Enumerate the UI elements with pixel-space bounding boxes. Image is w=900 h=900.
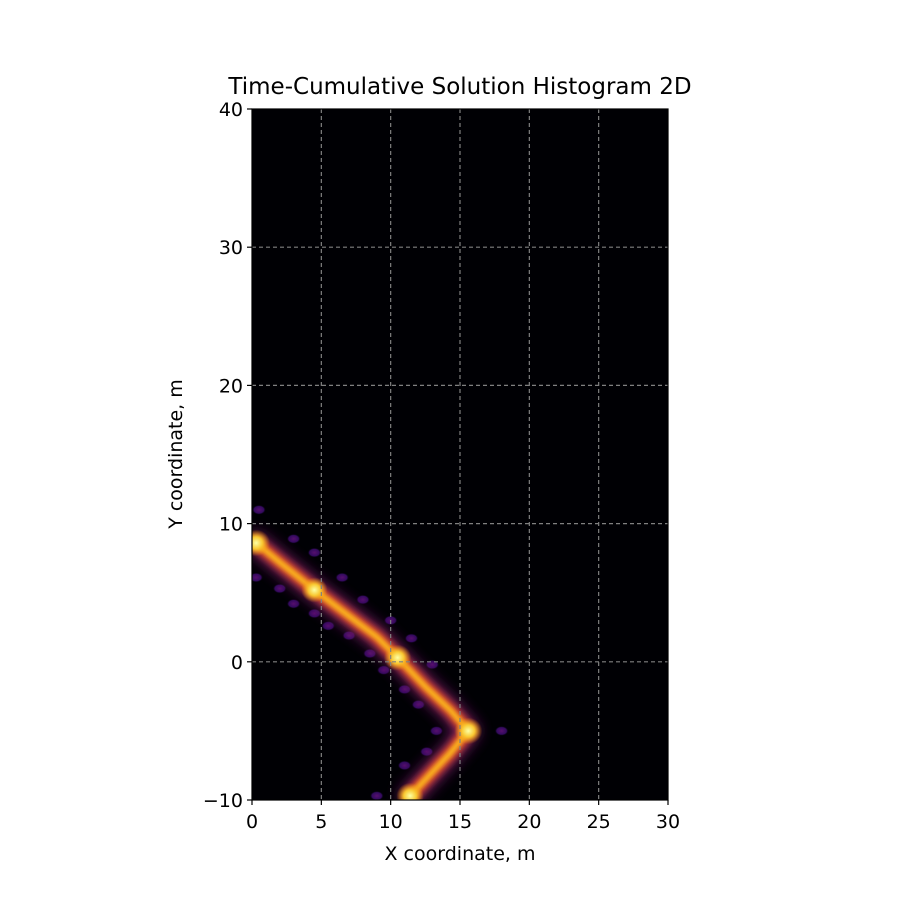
side-lobe (411, 699, 426, 710)
grid-lines (252, 109, 668, 800)
y-tick-label: 0 (231, 652, 243, 674)
side-lobe (404, 633, 419, 644)
side-lobe (335, 572, 350, 583)
hotspot (252, 529, 271, 557)
side-lobe (425, 659, 440, 670)
x-axis-label: X coordinate, m (385, 843, 536, 865)
hotspot (301, 577, 328, 603)
side-lobe (362, 648, 377, 659)
side-lobe (369, 790, 384, 800)
y-axis-label: Y coordinate, m (165, 379, 187, 530)
chart-title: Time-Cumulative Solution Histogram 2D (227, 74, 691, 100)
x-axis-ticks: 0 5 10 15 20 25 30 (246, 800, 680, 833)
side-lobe (419, 746, 434, 757)
x-tick-label: 5 (315, 811, 327, 833)
side-lobe (286, 533, 301, 544)
side-lobe (286, 598, 301, 609)
x-tick-label: 0 (246, 811, 258, 833)
y-tick-label: 40 (219, 99, 243, 121)
x-tick-label: 15 (448, 811, 472, 833)
x-tick-label: 20 (517, 811, 541, 833)
side-lobe (252, 504, 266, 515)
x-tick-label: 10 (379, 811, 403, 833)
side-lobe (321, 620, 336, 631)
side-lobe (272, 583, 287, 594)
y-tick-label: 30 (219, 237, 243, 259)
y-tick-label: −10 (203, 790, 243, 812)
hotspot (383, 644, 412, 671)
heatmap-layer (252, 504, 509, 800)
side-lobe (429, 725, 444, 736)
y-tick-label: 10 (219, 514, 243, 536)
side-lobe (355, 594, 370, 605)
y-tick-label: 20 (219, 375, 243, 397)
side-lobe (307, 608, 322, 619)
x-tick-label: 25 (587, 811, 611, 833)
x-tick-label: 30 (656, 811, 680, 833)
side-lobe (252, 572, 264, 583)
side-lobe (397, 760, 412, 771)
side-lobe (494, 725, 509, 736)
side-lobe (376, 665, 391, 676)
hotspot (454, 717, 483, 745)
side-lobe (307, 547, 322, 558)
hotspot (396, 782, 424, 800)
y-axis-ticks: −10 0 10 20 30 40 (203, 99, 252, 812)
side-lobe (397, 684, 412, 695)
side-lobe (342, 630, 357, 641)
